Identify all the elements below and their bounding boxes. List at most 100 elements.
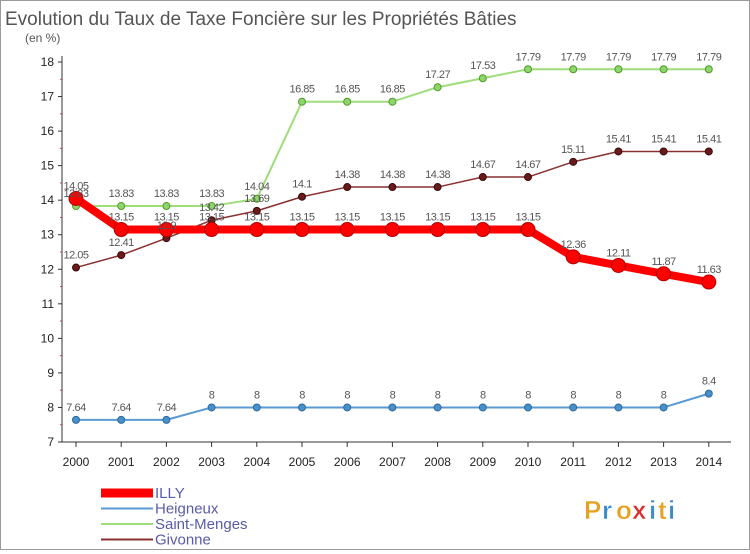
logo-letter: x	[632, 495, 647, 525]
data-point-heigneux	[433, 403, 442, 412]
data-point-givonne	[388, 183, 397, 192]
data-label-saint-menges: 17.79	[561, 51, 586, 63]
data-point-givonne	[659, 147, 668, 156]
data-label-illy: 13.15	[244, 212, 269, 224]
data-label-saint-menges: 17.79	[651, 51, 676, 63]
data-point-saint-menges	[524, 65, 532, 74]
data-label-illy: 12.11	[606, 247, 631, 259]
data-point-givonne	[524, 173, 532, 182]
data-point-saint-menges	[478, 74, 487, 83]
logo-letter: r	[602, 495, 612, 525]
data-label-heigneux: 8	[344, 389, 350, 401]
data-point-givonne	[72, 263, 80, 272]
data-label-givonne: 12.41	[109, 237, 134, 249]
data-label-saint-menges: 17.79	[606, 51, 631, 63]
data-point-saint-menges	[704, 65, 713, 74]
y-tick-label: 8	[47, 400, 54, 414]
x-tick-label: 2005	[289, 455, 316, 469]
data-label-givonne: 14.38	[380, 169, 405, 181]
data-label-heigneux: 8	[480, 389, 486, 401]
data-label-saint-menges: 16.85	[335, 84, 360, 96]
x-tick-label: 2001	[108, 455, 135, 469]
data-label-illy: 11.87	[651, 256, 676, 268]
data-label-illy: 13.15	[199, 212, 224, 224]
logo-letter: i	[668, 495, 675, 525]
data-point-illy	[656, 266, 672, 282]
data-label-heigneux: 7.64	[157, 402, 177, 414]
x-tick-label: 2003	[198, 455, 225, 469]
data-point-saint-menges	[343, 97, 352, 106]
legend-label-givonne: Givonne	[155, 532, 211, 549]
data-point-saint-menges	[659, 65, 668, 74]
y-tick-label: 13	[41, 228, 55, 242]
logo-letter: i	[649, 495, 656, 525]
data-label-heigneux: 8	[209, 389, 215, 401]
data-point-heigneux	[207, 403, 216, 412]
data-point-illy	[475, 222, 491, 238]
data-point-givonne	[704, 147, 713, 156]
data-point-saint-menges	[252, 194, 261, 203]
data-point-saint-menges	[614, 65, 623, 74]
data-point-heigneux	[614, 403, 623, 412]
data-point-saint-menges	[388, 97, 397, 106]
y-tick-label: 14	[41, 193, 55, 207]
data-point-saint-menges	[298, 97, 306, 106]
y-tick-label: 16	[41, 124, 55, 138]
x-tick-label: 2008	[424, 455, 451, 469]
data-point-illy	[610, 257, 626, 273]
data-label-heigneux: 7.64	[66, 402, 86, 414]
y-ticks: 7 8 9 10 11 12 13 14 15 16 17 18	[41, 55, 62, 449]
data-point-illy	[68, 190, 84, 206]
data-label-givonne: 15.11	[561, 144, 586, 156]
chart-title: Evolution du Taux de Taxe Foncière sur l…	[5, 9, 517, 30]
data-labels-layer: 14.05 13.15 13.15 13.15 13.15 13.15 13.15 13.15…	[63, 51, 722, 414]
data-point-saint-menges	[207, 202, 216, 211]
x-tick-label: 2009	[469, 455, 496, 469]
data-label-saint-menges: 16.85	[380, 84, 405, 96]
data-label-heigneux: 8	[570, 389, 576, 401]
data-point-givonne	[569, 157, 578, 166]
data-point-illy	[701, 274, 717, 290]
data-point-heigneux	[298, 403, 306, 412]
data-label-givonne: 14.67	[470, 159, 495, 171]
data-label-saint-menges: 13.83	[63, 188, 88, 200]
logo-letter: t	[658, 495, 667, 525]
data-label-illy: 13.15	[470, 212, 495, 224]
x-tick-label: 2002	[153, 455, 180, 469]
data-point-saint-menges	[569, 65, 578, 74]
legend-label-saint-menges: Saint-Menges	[155, 516, 248, 533]
x-tick-label: 2006	[334, 455, 361, 469]
data-point-heigneux	[343, 403, 352, 412]
data-point-givonne	[117, 251, 126, 260]
x-tick-label: 2007	[379, 455, 406, 469]
data-point-saint-menges	[162, 202, 171, 211]
legend-label-heigneux: Heigneux	[155, 501, 219, 518]
data-label-illy: 13.15	[335, 212, 360, 224]
x-tick-label: 2013	[650, 455, 677, 469]
data-point-givonne	[433, 183, 442, 192]
data-point-illy	[294, 222, 310, 238]
data-point-givonne	[343, 183, 352, 192]
data-label-givonne: 13.42	[199, 202, 224, 214]
x-tick-label: 2010	[515, 455, 542, 469]
data-point-heigneux	[478, 403, 487, 412]
data-label-givonne: 12.9	[157, 220, 177, 232]
data-label-givonne: 15.41	[651, 133, 676, 145]
data-label-illy: 12.36	[561, 239, 586, 251]
x-ticks: 2000 2001 2002 2003 2004 2005 2006 2007 2008 2009…	[63, 442, 722, 469]
data-label-illy: 11.63	[697, 264, 722, 276]
data-label-givonne: 14.67	[515, 159, 540, 171]
data-label-givonne: 12.05	[63, 250, 88, 262]
y-tick-label: 18	[41, 55, 55, 69]
data-label-heigneux: 8	[525, 389, 531, 401]
data-point-givonne	[252, 206, 261, 215]
data-label-saint-menges: 17.27	[425, 69, 450, 81]
x-tick-label: 2014	[695, 455, 722, 469]
data-label-illy: 13.15	[425, 212, 450, 224]
data-label-heigneux: 7.64	[111, 402, 131, 414]
data-point-illy	[113, 222, 129, 238]
data-point-illy	[158, 222, 174, 238]
